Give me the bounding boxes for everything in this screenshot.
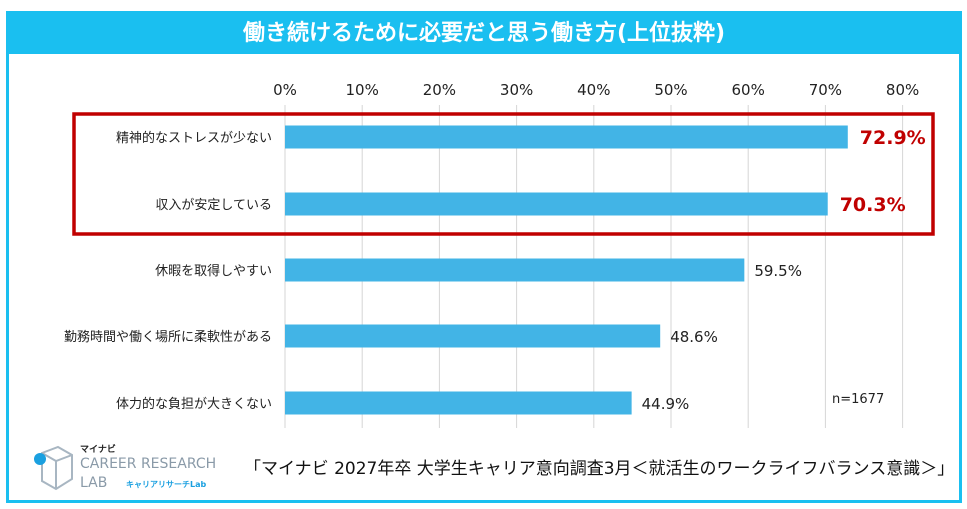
category-label: 体力的な負担が大きくない <box>116 396 272 412</box>
category-label: 休暇を取得しやすい <box>155 263 272 279</box>
bar <box>285 258 745 282</box>
logo-line1: CAREER RESEARCH <box>80 456 217 472</box>
chart-title: 働き続けるために必要だと思う働き方(上位抜粋) <box>9 14 959 54</box>
logo-sub: キャリアリサーチLab <box>126 480 207 489</box>
data-label: 70.3% <box>840 194 906 216</box>
x-tick-label: 30% <box>500 81 533 99</box>
highlight-box <box>72 112 935 236</box>
x-tick-label: 50% <box>654 81 687 99</box>
chart-frame: 働き続けるために必要だと思う働き方(上位抜粋) <box>6 11 962 503</box>
category-label: 収入が安定している <box>155 198 272 213</box>
bar <box>285 324 661 348</box>
data-label: 48.6% <box>670 328 718 346</box>
x-tick-label: 20% <box>423 81 456 99</box>
category-label: 勤務時間や働く場所に柔軟性がある <box>64 329 272 345</box>
logo-line2: LAB <box>80 475 108 491</box>
logo-brand: マイナビ <box>80 445 116 455</box>
bar <box>285 391 632 415</box>
x-tick-label: 40% <box>577 81 610 99</box>
x-tick-label: 80% <box>886 81 919 99</box>
x-tick-label: 70% <box>809 81 842 99</box>
x-tick-label: 60% <box>732 81 765 99</box>
data-label: 72.9% <box>860 127 926 149</box>
bar <box>285 125 848 149</box>
x-tick-label: 0% <box>273 81 297 99</box>
x-tick-label: 10% <box>346 81 379 99</box>
category-label: 精神的なストレスが少ない <box>116 130 272 146</box>
data-label: 44.9% <box>642 395 690 413</box>
source-caption: 「マイナビ 2027年卒 大学生キャリア意向調査3月＜就活生のワークライフバラン… <box>244 459 955 479</box>
data-label: 59.5% <box>754 262 802 280</box>
cube-logo-icon <box>34 445 73 491</box>
sample-size-note: n=1677 <box>832 392 884 407</box>
bar <box>285 192 828 216</box>
career-research-lab-logo: マイナビ CAREER RESEARCH LAB キャリアリサーチLab <box>30 445 235 499</box>
